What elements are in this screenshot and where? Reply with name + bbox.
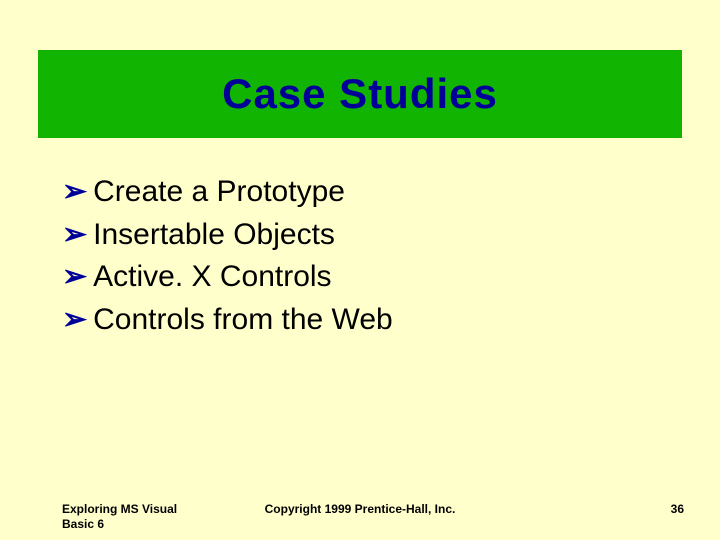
chevron-right-icon: ➢ — [62, 302, 87, 338]
list-item: ➢ Controls from the Web — [62, 300, 642, 341]
chevron-right-icon: ➢ — [62, 259, 87, 295]
bullet-text: Active. X Controls — [93, 257, 331, 298]
bullet-text: Create a Prototype — [93, 172, 345, 213]
list-item: ➢ Create a Prototype — [62, 172, 642, 213]
footer-copyright: Copyright 1999 Prentice-Hall, Inc. — [0, 502, 720, 516]
bullet-text: Insertable Objects — [93, 215, 335, 256]
list-item: ➢ Insertable Objects — [62, 215, 642, 256]
chevron-right-icon: ➢ — [62, 217, 87, 253]
footer-left-line2: Basic 6 — [62, 517, 222, 532]
slide-number: 36 — [671, 502, 684, 516]
title-band: Case Studies — [38, 50, 682, 138]
chevron-right-icon: ➢ — [62, 174, 87, 210]
bullet-list: ➢ Create a Prototype ➢ Insertable Object… — [62, 172, 642, 342]
slide-footer: Exploring MS Visual Basic 6 Copyright 19… — [0, 496, 720, 532]
slide: Case Studies ➢ Create a Prototype ➢ Inse… — [0, 0, 720, 540]
list-item: ➢ Active. X Controls — [62, 257, 642, 298]
slide-title: Case Studies — [222, 70, 498, 118]
bullet-text: Controls from the Web — [93, 300, 393, 341]
